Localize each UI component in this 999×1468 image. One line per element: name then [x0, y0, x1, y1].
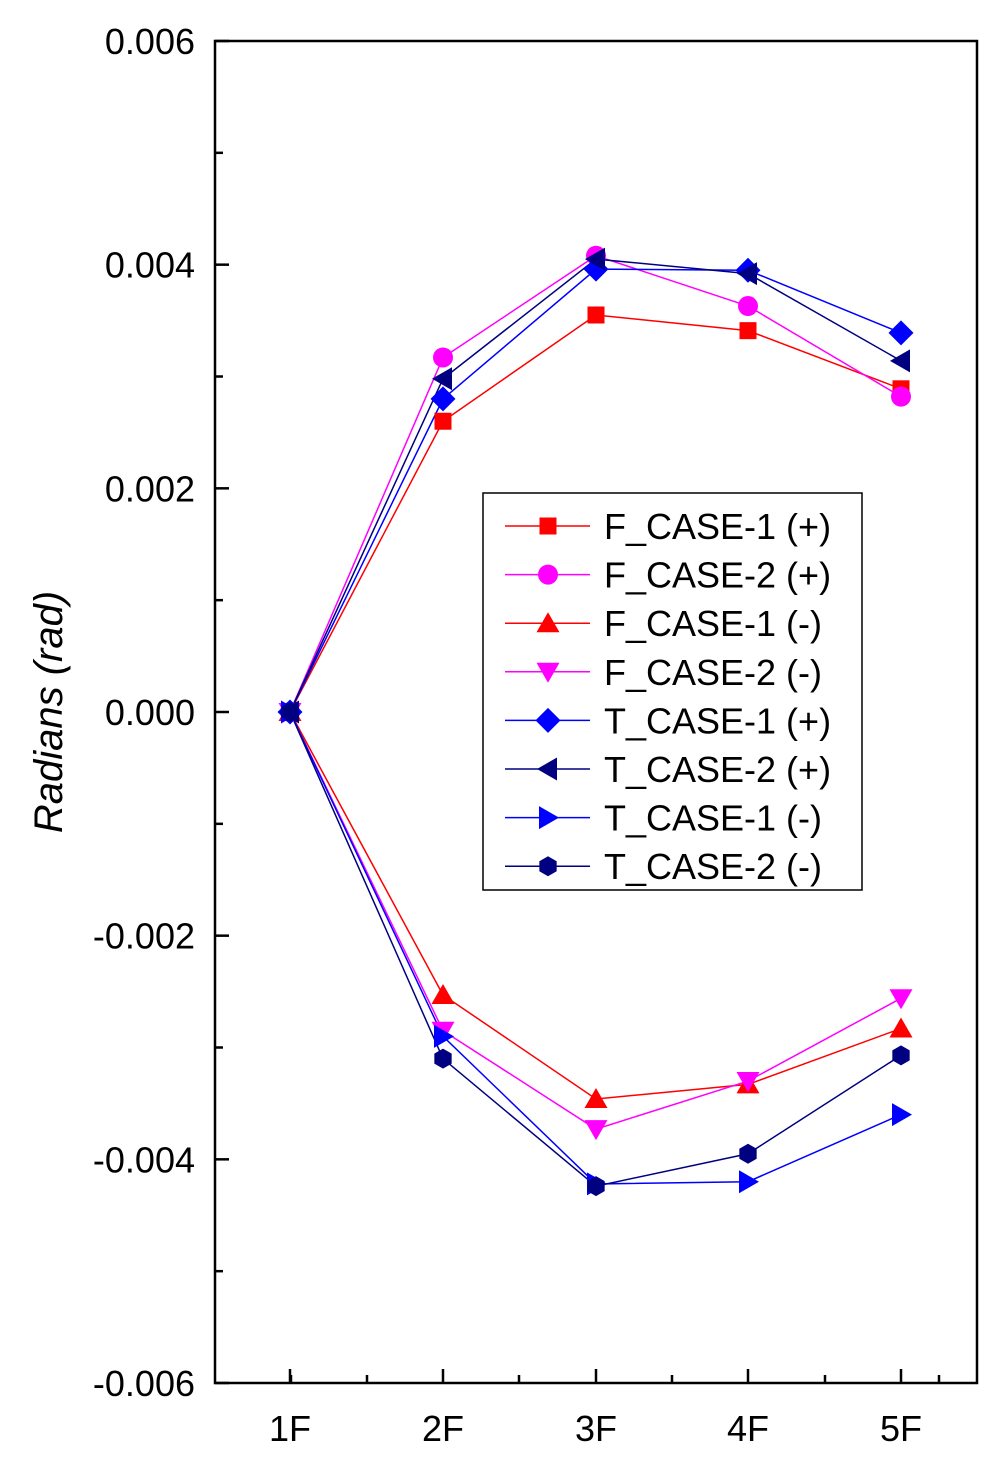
triangle-up-marker [889, 1017, 913, 1038]
y-tick-label: 0.004 [105, 245, 195, 286]
triangle-down-marker [889, 989, 913, 1010]
legend-label: T_CASE-2 (+) [604, 749, 831, 790]
y-tick-label: 0.000 [105, 692, 195, 733]
y-tick-label: -0.004 [93, 1139, 195, 1180]
hexagon-marker [587, 1176, 605, 1197]
square-marker [434, 412, 452, 430]
square-marker [539, 517, 557, 535]
triangle-left-marker [890, 349, 910, 373]
y-tick-label: -0.006 [93, 1363, 195, 1404]
y-tick-label: -0.002 [93, 916, 195, 957]
hexagon-marker [539, 856, 557, 877]
legend-label: T_CASE-1 (-) [604, 798, 822, 839]
legend-label: T_CASE-2 (-) [604, 846, 822, 887]
triangle-up-marker [431, 983, 455, 1004]
x-tick-label: 5F [880, 1408, 922, 1449]
circle-marker [538, 564, 558, 585]
circle-marker [891, 386, 911, 407]
diamond-marker [430, 386, 456, 412]
triangle-down-marker [536, 662, 560, 683]
legend-label: T_CASE-1 (+) [604, 700, 831, 741]
triangle-left-marker [432, 367, 452, 391]
x-tick-label: 3F [575, 1408, 617, 1449]
triangle-right-marker [434, 1024, 454, 1048]
x-tick-label: 2F [422, 1408, 464, 1449]
legend-label: F_CASE-2 (+) [604, 555, 831, 596]
diamond-marker [535, 707, 561, 733]
hexagon-marker [892, 1045, 910, 1066]
x-tick-label: 4F [727, 1408, 769, 1449]
legend: F_CASE-1 (+) F_CASE-2 (+) F_CASE-1 (-) F_CA… [482, 492, 863, 891]
hexagon-marker [434, 1048, 452, 1069]
triangle-right-marker [739, 1170, 759, 1194]
diamond-marker [888, 320, 914, 346]
y-axis-label: Radians (rad) [27, 591, 71, 833]
triangle-down-marker [584, 1120, 608, 1141]
legend-label: F_CASE-1 (+) [604, 506, 831, 547]
triangle-up-marker [536, 612, 560, 633]
circle-marker [433, 347, 453, 368]
triangle-left-marker [537, 757, 557, 781]
square-marker [587, 306, 605, 324]
triangle-right-marker [539, 806, 559, 830]
square-marker [739, 322, 757, 340]
triangle-left-marker [585, 247, 605, 271]
triangle-right-marker [892, 1103, 912, 1127]
hexagon-marker [739, 1143, 757, 1164]
circle-marker [738, 296, 758, 317]
triangle-left-marker [737, 262, 757, 286]
legend-label: F_CASE-1 (-) [604, 603, 822, 644]
legend-label: F_CASE-2 (-) [604, 652, 822, 693]
y-tick-label: 0.006 [105, 21, 195, 62]
x-tick-label: 1F [269, 1408, 311, 1449]
hexagon-marker [281, 702, 299, 722]
triangle-down-marker [736, 1072, 760, 1093]
triangle-up-marker [584, 1087, 608, 1108]
y-tick-label: 0.002 [105, 468, 195, 509]
